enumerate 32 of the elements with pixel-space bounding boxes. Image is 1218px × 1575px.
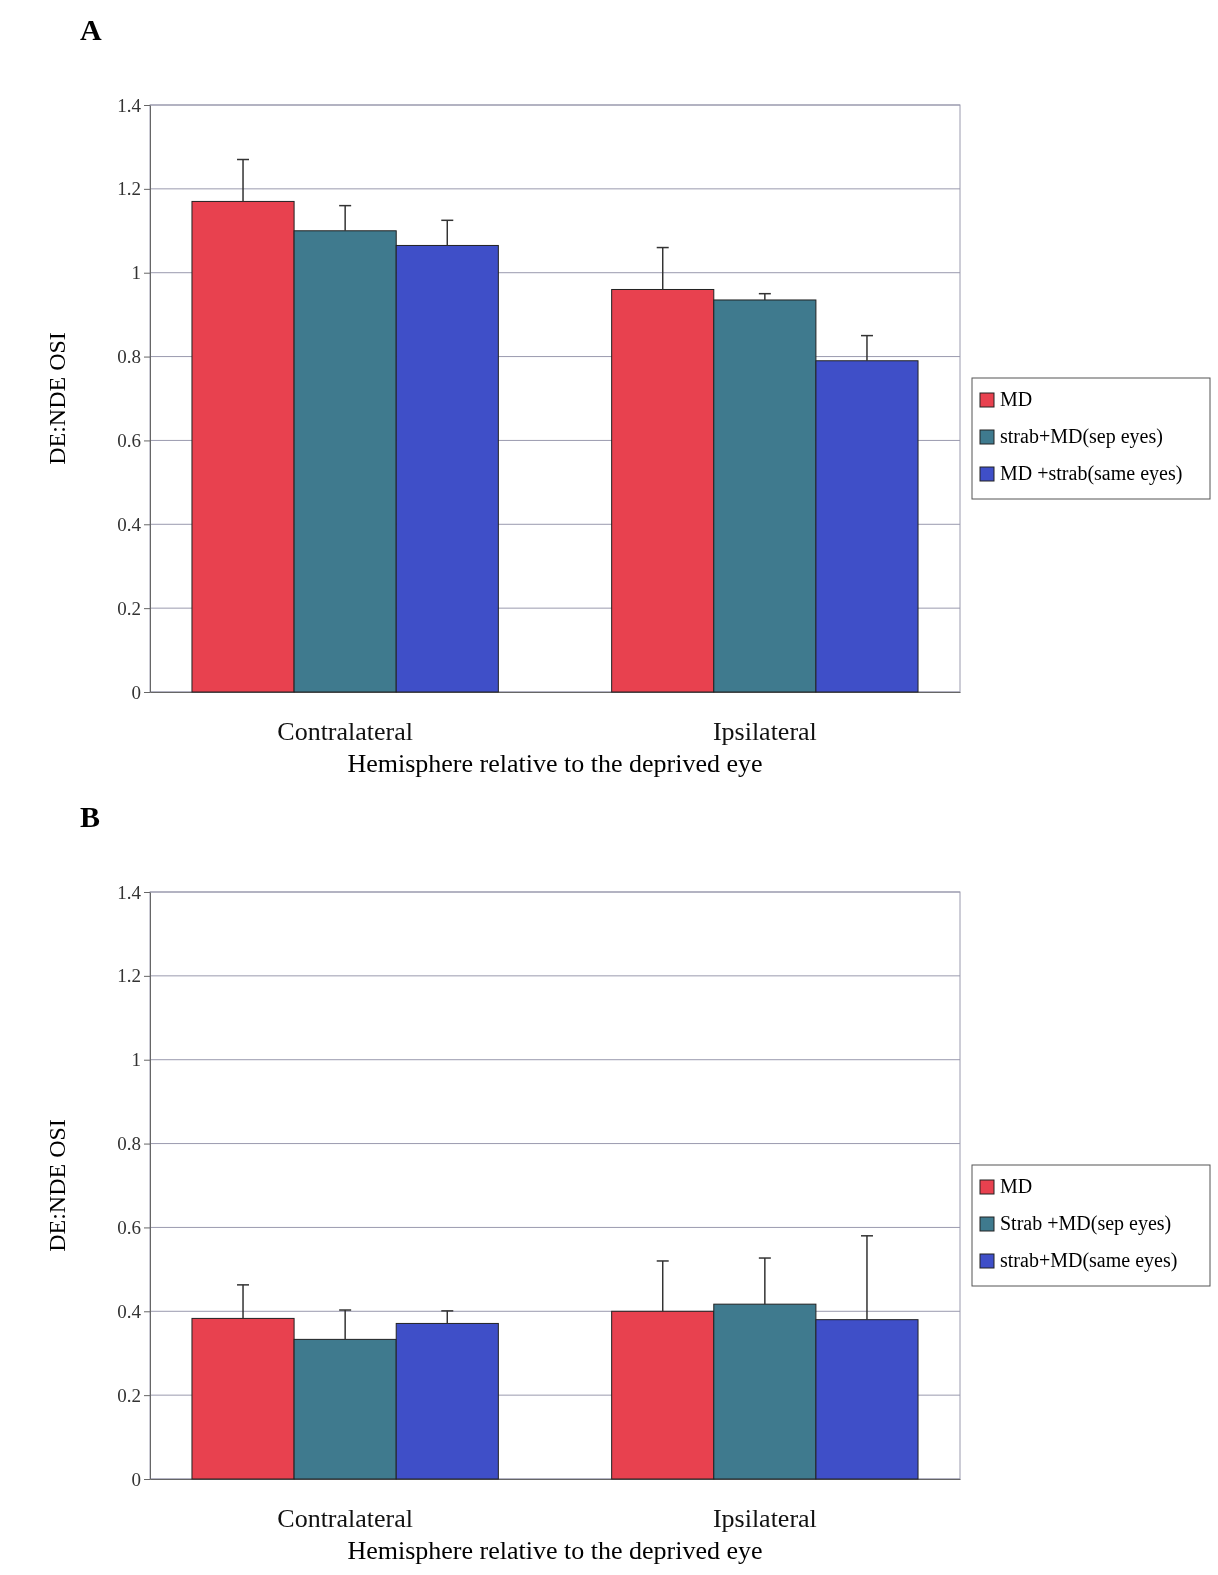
y-tick-label: 1 (131, 1049, 141, 1071)
y-tick-label: 0.8 (117, 1133, 141, 1155)
legend-label: Strab +MD(sep eyes) (1000, 1212, 1172, 1235)
x-tick-label: Ipsilateral (712, 717, 817, 747)
y-tick-label: 0.6 (117, 430, 141, 452)
legend-label: strab+MD(sep eyes) (1000, 425, 1163, 448)
x-tick-label: Contralateral (277, 717, 414, 747)
y-axis-title: DE:NDE OSI (44, 1119, 70, 1252)
y-tick-label: 1.2 (117, 178, 141, 200)
y-tick-label: 0.4 (117, 1300, 142, 1322)
legend-label: MD (1000, 388, 1033, 410)
x-tick-label: Contralateral (277, 1504, 414, 1534)
legend-label: strab+MD(same eyes) (1000, 1249, 1178, 1272)
y-tick-label: 0 (131, 681, 141, 703)
y-tick-label: 1 (131, 262, 141, 284)
legend-label: MD +strab(same eyes) (1000, 462, 1183, 485)
y-tick-label: 0.2 (117, 597, 141, 619)
x-tick-label: Ipsilateral (712, 1504, 817, 1534)
y-tick-label: 0.2 (117, 1384, 141, 1406)
x-axis-title: Hemisphere relative to the deprived eye (347, 1536, 763, 1565)
chart-title: B (80, 800, 101, 833)
x-axis-title: Hemisphere relative to the deprived eye (347, 749, 763, 778)
y-tick-label: 0 (131, 1468, 141, 1490)
y-tick-label: 0.4 (117, 513, 142, 535)
y-tick-label: 1.2 (117, 965, 141, 987)
chart-title: A (80, 13, 102, 46)
y-axis-title: DE:NDE OSI (44, 332, 70, 465)
y-tick-label: 0.6 (117, 1217, 141, 1239)
y-tick-label: 1.4 (117, 881, 142, 903)
legend-label: MD (1000, 1175, 1033, 1197)
y-tick-label: 0.8 (117, 346, 141, 368)
y-tick-label: 1.4 (117, 94, 142, 116)
